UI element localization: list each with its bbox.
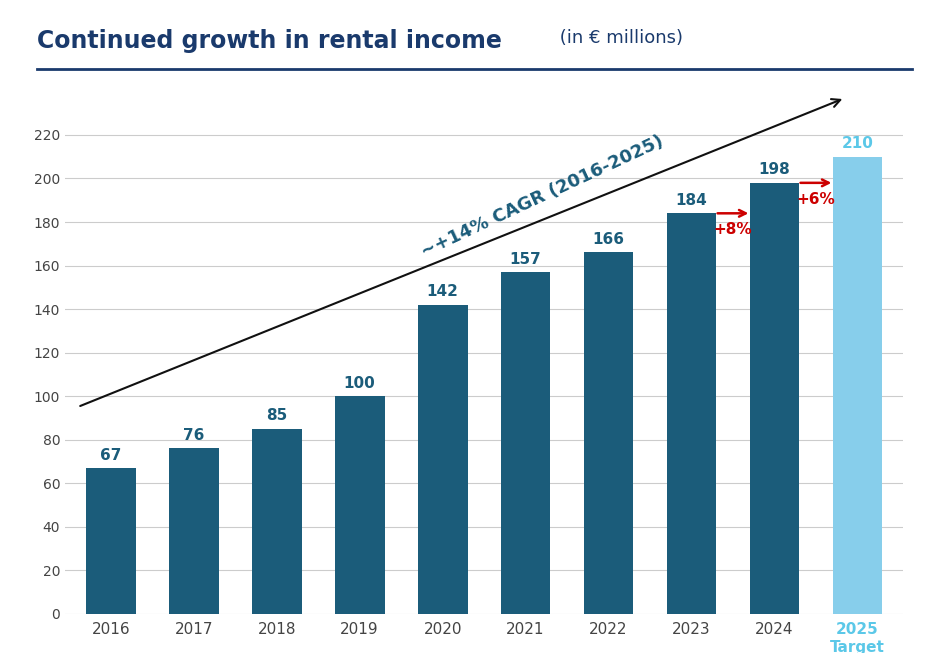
Text: +6%: +6% [797, 192, 835, 207]
Text: (in € millions): (in € millions) [554, 29, 683, 48]
Bar [251, 429, 302, 614]
Text: ~+14% CAGR (2016-2025): ~+14% CAGR (2016-2025) [418, 133, 667, 261]
Text: 157: 157 [510, 251, 542, 266]
Bar [749, 183, 800, 614]
Text: 198: 198 [759, 163, 790, 178]
Bar [86, 468, 136, 614]
Text: 210: 210 [842, 136, 873, 151]
Text: 85: 85 [266, 408, 288, 423]
Bar [832, 157, 883, 614]
Text: 184: 184 [676, 193, 708, 208]
Text: 166: 166 [592, 232, 625, 247]
Text: +8%: +8% [714, 222, 752, 237]
Bar [335, 396, 385, 614]
Bar [584, 253, 633, 614]
Bar [501, 272, 550, 614]
Bar [667, 214, 717, 614]
Text: 142: 142 [426, 284, 459, 299]
Bar [418, 305, 467, 614]
Text: 76: 76 [183, 428, 205, 443]
Bar [169, 449, 219, 614]
Text: 67: 67 [101, 447, 121, 462]
Text: 100: 100 [344, 375, 375, 390]
Text: Continued growth in rental income: Continued growth in rental income [37, 29, 502, 54]
